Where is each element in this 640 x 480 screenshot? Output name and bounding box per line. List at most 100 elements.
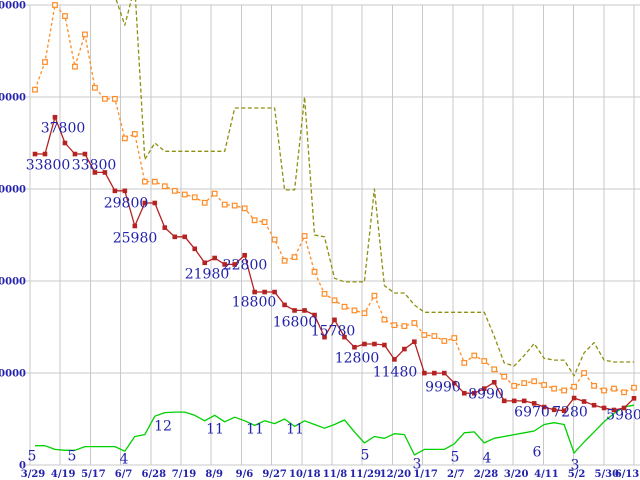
orange-dashed-series-marker <box>381 316 388 323</box>
orange-dashed-series-marker <box>271 236 278 243</box>
count-point-label: 5 <box>28 449 37 465</box>
orange-dashed-series-marker <box>261 219 268 226</box>
red-solid-series-marker <box>42 151 48 157</box>
red-solid-series-marker <box>372 341 377 347</box>
x-axis-tick-label: 5/30 <box>595 469 620 480</box>
count-point-label: 5 <box>361 448 370 464</box>
orange-dashed-series-marker <box>231 202 238 209</box>
orange-dashed-series-marker <box>481 358 488 364</box>
orange-dashed-series-marker <box>72 63 78 70</box>
orange-dashed-series-marker <box>181 191 188 198</box>
count-point-label: 4 <box>120 452 129 468</box>
red-solid-series-marker <box>62 140 68 146</box>
red-solid-series-marker <box>631 396 637 401</box>
x-axis-tick-label: 3/29 <box>21 469 46 480</box>
red-solid-series-marker <box>342 334 347 340</box>
price-point-label: 8990 <box>468 387 504 403</box>
orange-dashed-series-marker <box>121 135 128 142</box>
red-solid-series-marker <box>601 405 607 411</box>
red-solid-series-marker <box>521 398 527 404</box>
count-point-label: 5 <box>68 449 77 465</box>
x-axis-tick-label: 5/2 <box>568 469 586 480</box>
red-solid-series-marker <box>52 114 58 120</box>
count-point-label: 11 <box>206 422 224 438</box>
red-solid-series-marker <box>312 312 317 318</box>
y-axis-tick-label: 10000 <box>0 369 26 380</box>
red-solid-series-marker <box>412 339 417 345</box>
orange-dashed-series-marker <box>371 292 378 299</box>
red-solid-series-marker <box>172 234 178 240</box>
red-solid-series-marker <box>352 344 357 350</box>
orange-dashed-series-marker <box>42 59 48 65</box>
red-solid-series-marker <box>362 341 367 347</box>
x-axis-tick-label: 9/27 <box>262 469 287 480</box>
orange-dashed-series-marker <box>551 385 558 392</box>
red-solid-series-marker <box>332 317 337 323</box>
red-solid-series-marker <box>422 370 427 376</box>
red-solid-series-marker <box>322 334 327 340</box>
red-solid-series-marker <box>442 370 447 376</box>
y-axis-tick-label: 40000 <box>0 93 26 104</box>
orange-dashed-series-marker <box>211 190 218 197</box>
red-solid-series-marker <box>501 398 507 404</box>
orange-dashed-series-marker <box>131 131 138 137</box>
orange-dashed-series-marker <box>521 380 528 387</box>
red-solid-series-marker <box>611 407 617 413</box>
red-solid-series-marker <box>222 262 227 267</box>
orange-dashed-series-marker <box>501 373 508 380</box>
orange-dashed-series-marker <box>531 378 538 385</box>
orange-dashed-series-marker <box>401 323 408 329</box>
red-solid-series-marker <box>232 262 237 267</box>
count-point-label: 3 <box>413 457 422 473</box>
x-axis-tick-label: 6/28 <box>142 469 167 480</box>
orange-dashed-series-marker <box>451 335 458 341</box>
orange-dashed-series-marker <box>471 352 478 359</box>
price-point-label: 9990 <box>425 380 461 396</box>
orange-dashed-series-marker <box>241 205 248 212</box>
orange-dashed-series-marker <box>321 290 328 297</box>
red-solid-series-marker <box>242 252 247 258</box>
orange-dashed-series-marker <box>101 95 108 102</box>
orange-dashed-series-marker <box>441 338 448 344</box>
red-solid-series-marker <box>182 234 188 240</box>
red-solid-series-marker <box>471 390 477 396</box>
x-axis-tick-label: 6/7 <box>115 469 133 480</box>
orange-dashed-series-marker <box>171 187 178 194</box>
x-axis-tick-label: 1/17 <box>413 469 438 480</box>
red-solid-series-marker <box>402 346 407 352</box>
red-solid-series-marker <box>252 289 257 295</box>
price-point-label: 29800 <box>104 196 149 212</box>
red-solid-series-marker <box>102 170 108 175</box>
red-solid-series-marker <box>282 302 287 308</box>
olive-dashed-series-line <box>115 0 634 377</box>
red-solid-series-marker <box>302 308 307 313</box>
red-solid-series-marker <box>112 188 118 194</box>
count-point-label: 4 <box>483 451 492 467</box>
orange-dashed-series-marker <box>491 366 498 373</box>
red-solid-series-marker <box>432 370 437 376</box>
red-solid-series-marker <box>392 357 397 362</box>
x-axis-tick-label: 5/17 <box>81 469 106 480</box>
orange-dashed-series-marker <box>251 217 258 224</box>
y-axis-tick-label: 0 <box>19 461 26 472</box>
orange-dashed-series-marker <box>361 310 368 317</box>
red-solid-series-marker <box>82 151 88 157</box>
orange-dashed-series-marker <box>161 183 168 190</box>
orange-dashed-series-marker <box>511 382 518 389</box>
orange-dashed-series-marker <box>82 31 88 38</box>
orange-dashed-series-marker <box>391 322 398 329</box>
x-axis-tick-label: 2/7 <box>447 469 465 480</box>
price-point-label: 5980 <box>606 408 640 424</box>
red-solid-series-marker <box>262 289 267 295</box>
x-axis-tick-label: 8/9 <box>205 469 223 480</box>
count-point-label: 3 <box>571 458 580 474</box>
count-point-label: 11 <box>286 422 304 438</box>
price-point-label: 33800 <box>72 158 117 174</box>
x-axis-tick-label: 6/13 <box>615 469 640 480</box>
red-solid-series-line <box>35 116 635 412</box>
price-point-label: 25980 <box>113 231 158 247</box>
x-axis-tick-label: 11/8 <box>323 469 348 480</box>
orange-dashed-series-marker <box>141 178 148 185</box>
red-solid-series-marker <box>531 401 537 406</box>
red-solid-series-marker <box>92 170 98 175</box>
